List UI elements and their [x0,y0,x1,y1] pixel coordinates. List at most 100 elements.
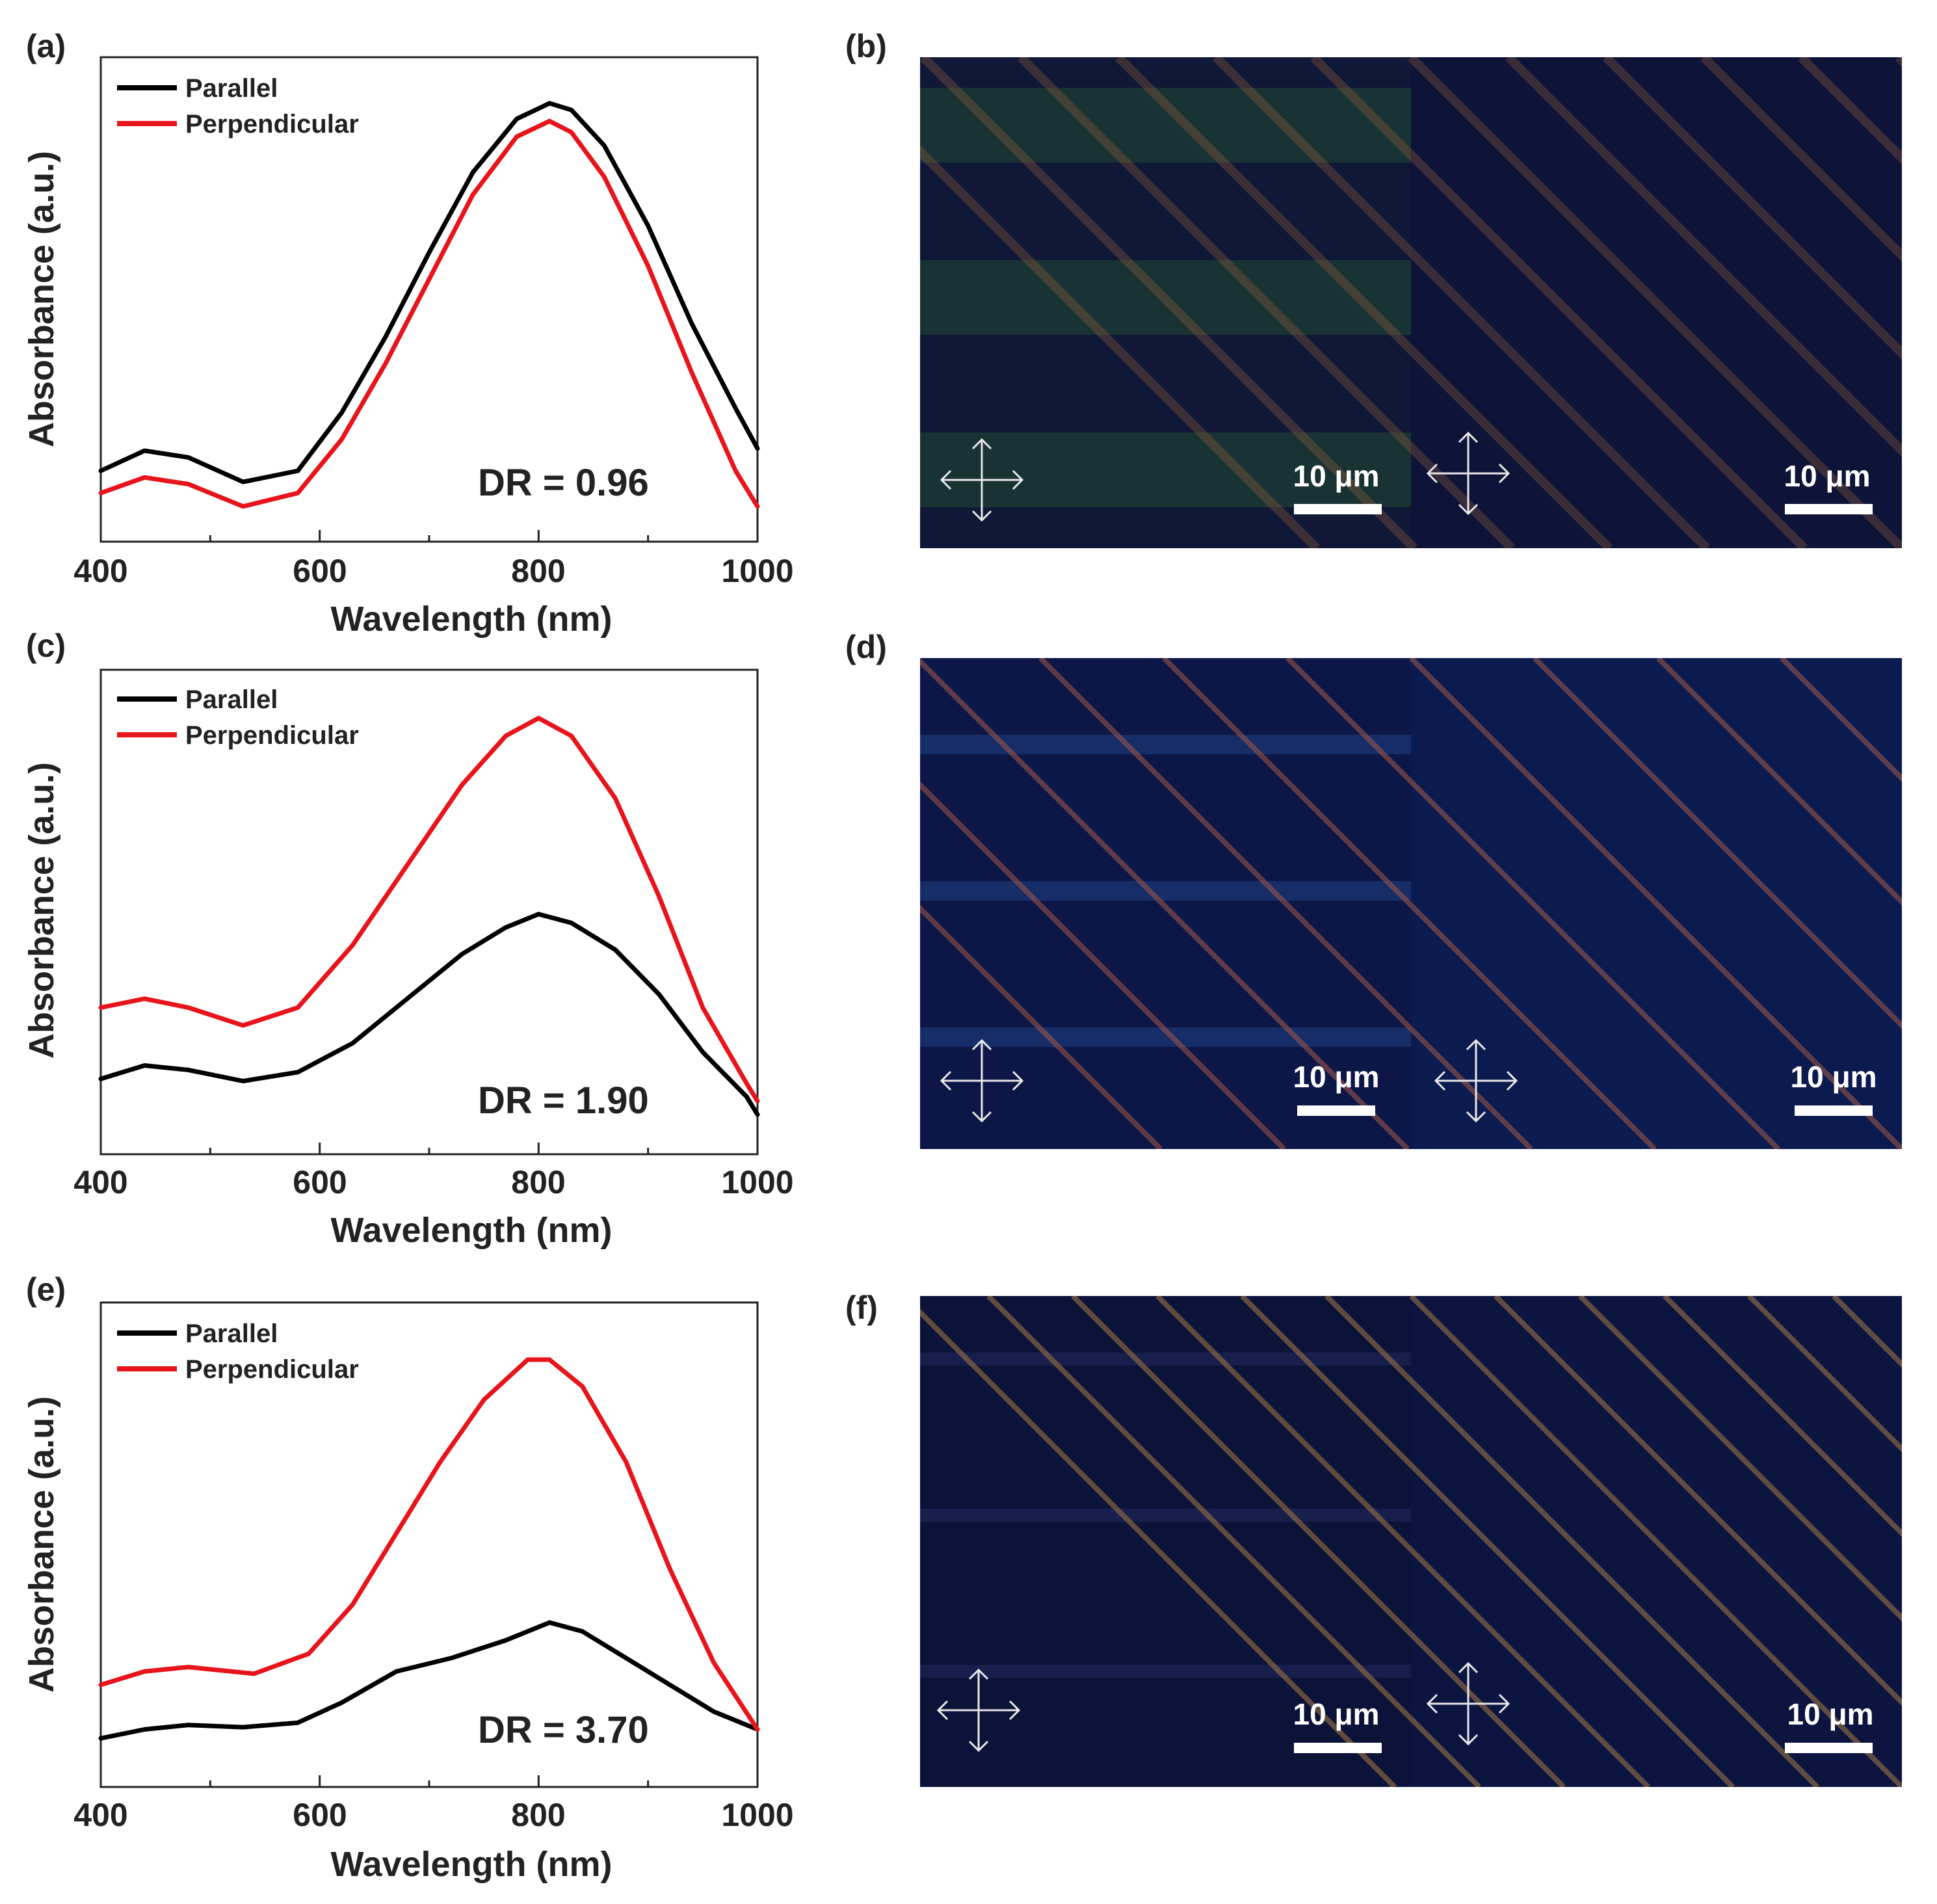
x-axis-title: Wavelength (nm) [330,1845,612,1884]
series-lines [98,101,760,509]
diagonal-stripe [1018,57,1515,548]
scale-bar-right [1785,1743,1873,1753]
horizontal-stripes [920,1353,1411,1678]
x-tick-label: 800 [511,1797,565,1833]
y-axis-title: Absorbance (a.u.) [22,151,61,447]
diagonal-stripe [1213,57,1710,548]
diagonal-stripe [1240,1296,1735,1787]
diagonal-stripe [1494,1296,1902,1706]
horizontal-stripe [920,881,1411,901]
dr-annotation: DR = 0.96 [478,462,649,504]
x-tick-label: 600 [293,1797,347,1833]
series-line-parallel [98,912,760,1117]
diagonal-stripe [1905,658,1937,1149]
series-line-perpendicular [98,1357,760,1732]
x-ticks [99,1775,759,1787]
x-tick-label: 1000 [721,1164,793,1200]
diagonal-stripe [1409,1296,1902,1787]
y-axis-title: Absorbance (a.u.) [22,1396,61,1693]
diagonal-stripe [1408,57,1902,548]
legend-perpendicular: Perpendicular [185,721,359,750]
horizontal-stripes [920,88,1411,507]
diagonal-stripe [920,1308,1397,1787]
diagonal-stripes [920,57,1902,548]
dr-annotation: DR = 3.70 [478,1709,649,1751]
x-ticks [99,530,759,542]
diagonal-stripe [1155,1296,1650,1787]
panel-label: (a) [26,28,66,64]
diagonal-stripe [1578,1296,1902,1622]
diagonal-stripe [1038,658,1533,1149]
horizontal-stripe [920,1665,1411,1678]
diagonal-stripe [920,145,1320,548]
diagonal-stripe [1663,1296,1902,1537]
series-lines [98,1357,760,1741]
diagonal-stripes [920,1296,1902,1787]
diagonal-stripe [1700,57,1902,262]
diagonal-stripe [986,1296,1481,1787]
dr-annotation: DR = 1.90 [478,1079,649,1122]
polarizer-cross-icon-left [940,1038,1024,1123]
x-axis-title: Wavelength (nm) [330,1211,612,1250]
absorbance-chart-a: (a) Parallel Perpendicular DR = 0.96 400… [22,28,794,639]
diagonal-stripe [920,658,1410,1149]
scale-bar-label-left: 10 μm [1293,1697,1380,1731]
scale-bar-label-right: 10 μm [1791,1060,1877,1094]
diagonal-stripe [1798,57,1902,165]
polarizer-cross-icon-left [940,438,1024,522]
diagonal-stripe [1603,57,1902,360]
panel-label: (d) [845,629,887,665]
diagonal-stripe [1115,57,1613,548]
scale-bar-right [1785,504,1873,514]
legend-perpendicular: Perpendicular [185,110,359,139]
micrograph-panel-b: (b) 10 μm 10 μm [845,28,1902,548]
x-tick-label: 400 [73,553,127,589]
diagonal-stripe [1656,658,1902,906]
x-tick-label: 1000 [721,1797,793,1833]
legend-parallel: Parallel [185,74,278,103]
absorbance-chart-c: (c) Parallel Perpendicular DR = 1.90 400… [22,628,794,1250]
horizontal-stripe [920,88,1411,163]
horizontal-stripe [920,432,1411,507]
horizontal-stripe [920,1353,1411,1366]
x-tick-label: 600 [293,1164,347,1200]
diagonal-stripe [1747,1296,1902,1453]
scale-bar-right [1795,1105,1873,1116]
horizontal-stripe [920,1509,1411,1522]
scale-bar-label-right: 10 μm [1787,1697,1874,1731]
absorbance-chart-e: (e) Parallel Perpendicular DR = 3.70 400… [22,1271,794,1884]
x-tick-label: 400 [73,1797,127,1833]
x-tick-label: 800 [511,1164,565,1200]
scale-bar-label-right: 10 μm [1784,459,1871,493]
scale-bar-label-left: 10 μm [1293,1060,1380,1094]
polarizer-cross-icon-right [1426,431,1510,516]
panel-label: (f) [845,1289,878,1326]
legend-perpendicular: Perpendicular [185,1355,359,1384]
polarizer-cross-icon-right [1426,1661,1510,1746]
diagonal-stripe [1310,57,1808,548]
scale-bar-left [1297,1105,1375,1116]
micrograph-panel-f: (f) 10 μm 10 μm [845,1289,1902,1787]
diagonal-stripe [920,905,1163,1149]
diagonal-stripe [1780,658,1902,782]
diagonal-stripe [1071,1296,1566,1787]
diagonal-stripe [1162,658,1657,1149]
diagonal-stripe [1285,658,1780,1149]
diagonal-stripe [1505,57,1902,457]
diagonal-stripe [920,57,1417,548]
x-tick-label: 600 [293,553,347,589]
series-line-perpendicular [98,715,760,1104]
series-lines [98,715,760,1117]
micrograph-panel-d: (d) 10 μm 10 μm [845,629,1937,1149]
series-line-parallel [98,1620,760,1741]
y-axis-title: Absorbance (a.u.) [22,762,61,1059]
x-axis-title: Wavelength (nm) [330,600,612,639]
x-tick-label: 800 [511,553,565,589]
panel-label: (e) [26,1271,66,1308]
series-line-perpendicular [98,118,760,509]
diagonal-stripe [1324,1296,1819,1787]
legend-parallel: Parallel [185,685,278,714]
polarizer-cross-icon-right [1434,1038,1518,1123]
panel-label: (c) [26,628,66,664]
